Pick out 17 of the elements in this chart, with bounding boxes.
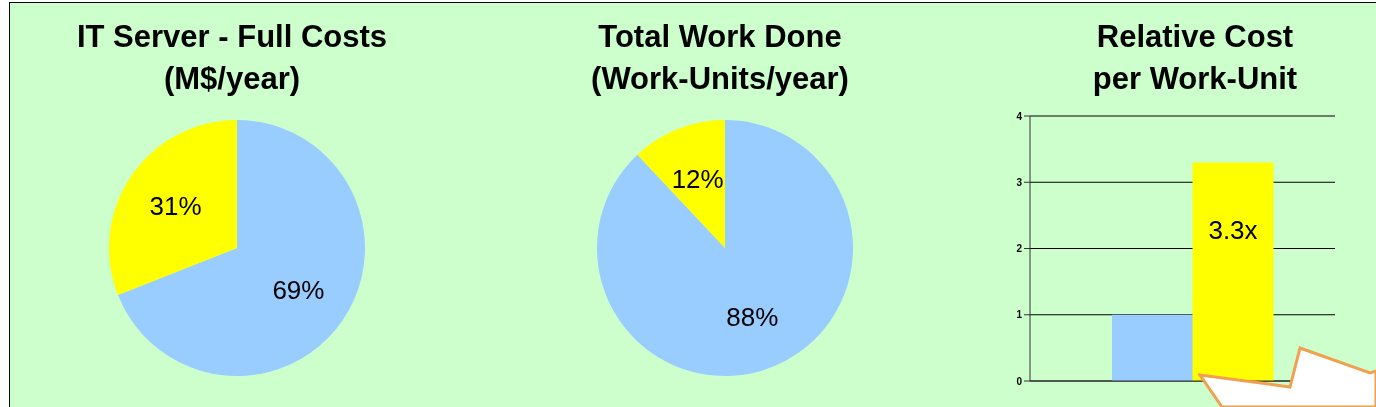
data-label: 3.3x — [1208, 214, 1258, 245]
y-tick-label: 0 — [1016, 375, 1023, 387]
chart-title: IT Server - Full Costs (M$/year) — [75, 18, 389, 98]
pie-slice — [637, 120, 725, 248]
y-tick-label: 2 — [1016, 243, 1023, 255]
y-tick-label: 3 — [1016, 176, 1023, 188]
chart-title: Total Work Done (Work-Units/year) — [590, 18, 850, 98]
pie-slice — [597, 120, 853, 376]
pie-slice — [109, 120, 237, 296]
data-label: 31% — [149, 191, 202, 222]
data-label: 88% — [726, 302, 779, 333]
pie-slice — [117, 120, 365, 376]
y-tick-label: 4 — [1016, 110, 1023, 122]
data-label: 12% — [671, 163, 724, 194]
y-tick-label: 1 — [1016, 309, 1023, 321]
data-label: 69% — [272, 274, 325, 305]
chart-title: Relative Cost per Work-Unit — [1091, 18, 1299, 98]
